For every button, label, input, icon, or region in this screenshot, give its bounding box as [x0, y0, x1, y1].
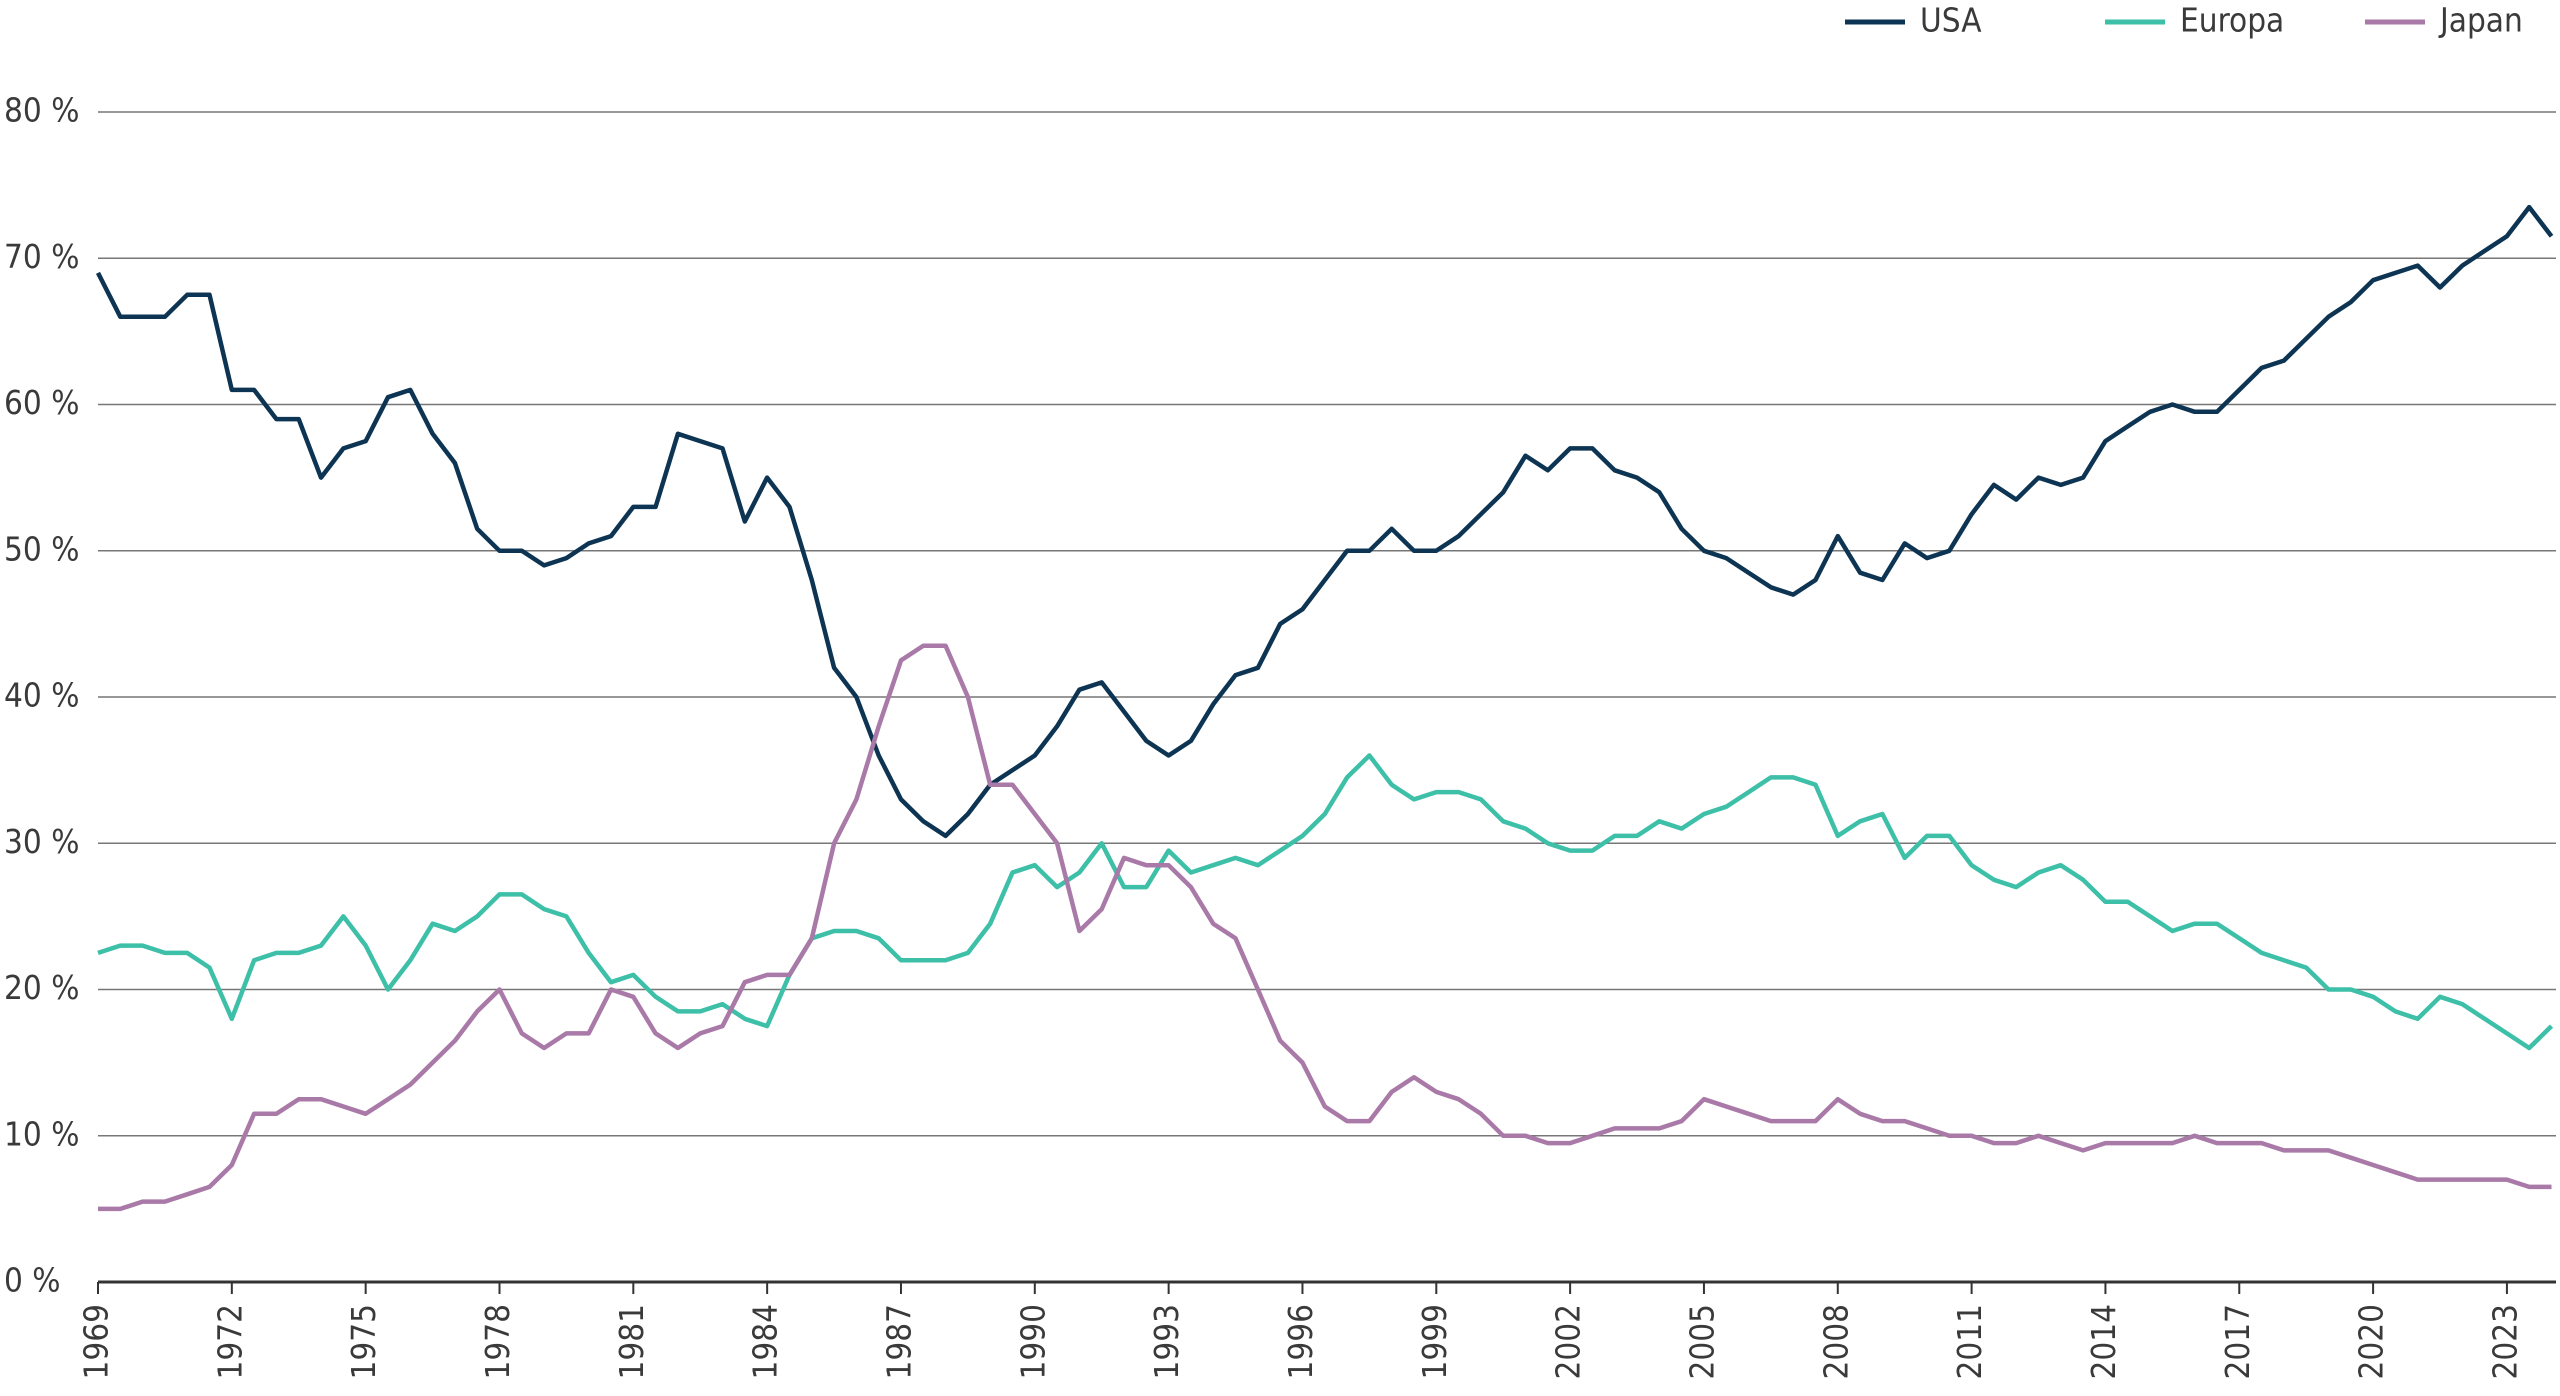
x-tick-label: 1987	[879, 1304, 918, 1380]
y-tick-label: 80 %	[4, 91, 79, 130]
y-tick-label: 40 %	[4, 676, 79, 715]
x-tick-label: 2011	[1950, 1304, 1989, 1380]
y-tick-label: 30 %	[4, 822, 79, 861]
legend-label: Japan	[2438, 1, 2523, 40]
series-line	[98, 643, 2552, 1212]
x-tick-label: 2017	[2218, 1304, 2257, 1380]
x-tick-label: 1972	[210, 1304, 249, 1380]
x-tick-label: 2020	[2352, 1304, 2391, 1380]
x-tick-label: 2014	[2084, 1304, 2123, 1380]
x-tick-label: 1969	[77, 1304, 116, 1380]
x-tick-label: 2002	[1549, 1304, 1588, 1380]
x-tick-label: 1999	[1415, 1304, 1454, 1380]
y-tick-label: 70 %	[4, 237, 79, 276]
x-tick-label: 2008	[1816, 1304, 1855, 1380]
y-tick-label: 20 %	[4, 968, 79, 1007]
y-tick-label: 0 %	[4, 1261, 61, 1300]
series-line	[97, 753, 2554, 1051]
legend-label: Europa	[2180, 1, 2284, 40]
series-line	[95, 204, 2554, 839]
x-tick-label: 1975	[344, 1304, 383, 1380]
legend-label: USA	[1920, 1, 1982, 40]
x-tick-label: 2005	[1682, 1304, 1721, 1380]
x-tick-label: 1978	[478, 1304, 517, 1380]
x-tick-label: 2023	[2485, 1304, 2524, 1380]
x-tick-label: 1990	[1013, 1304, 1052, 1380]
x-tick-label: 1996	[1281, 1304, 1320, 1380]
y-tick-label: 10 %	[4, 1114, 79, 1153]
y-tick-label: 50 %	[4, 529, 79, 568]
x-tick-label: 1984	[746, 1304, 785, 1380]
x-tick-label: 1993	[1147, 1304, 1186, 1380]
x-tick-label: 1981	[612, 1304, 651, 1380]
y-tick-label: 60 %	[4, 383, 79, 422]
